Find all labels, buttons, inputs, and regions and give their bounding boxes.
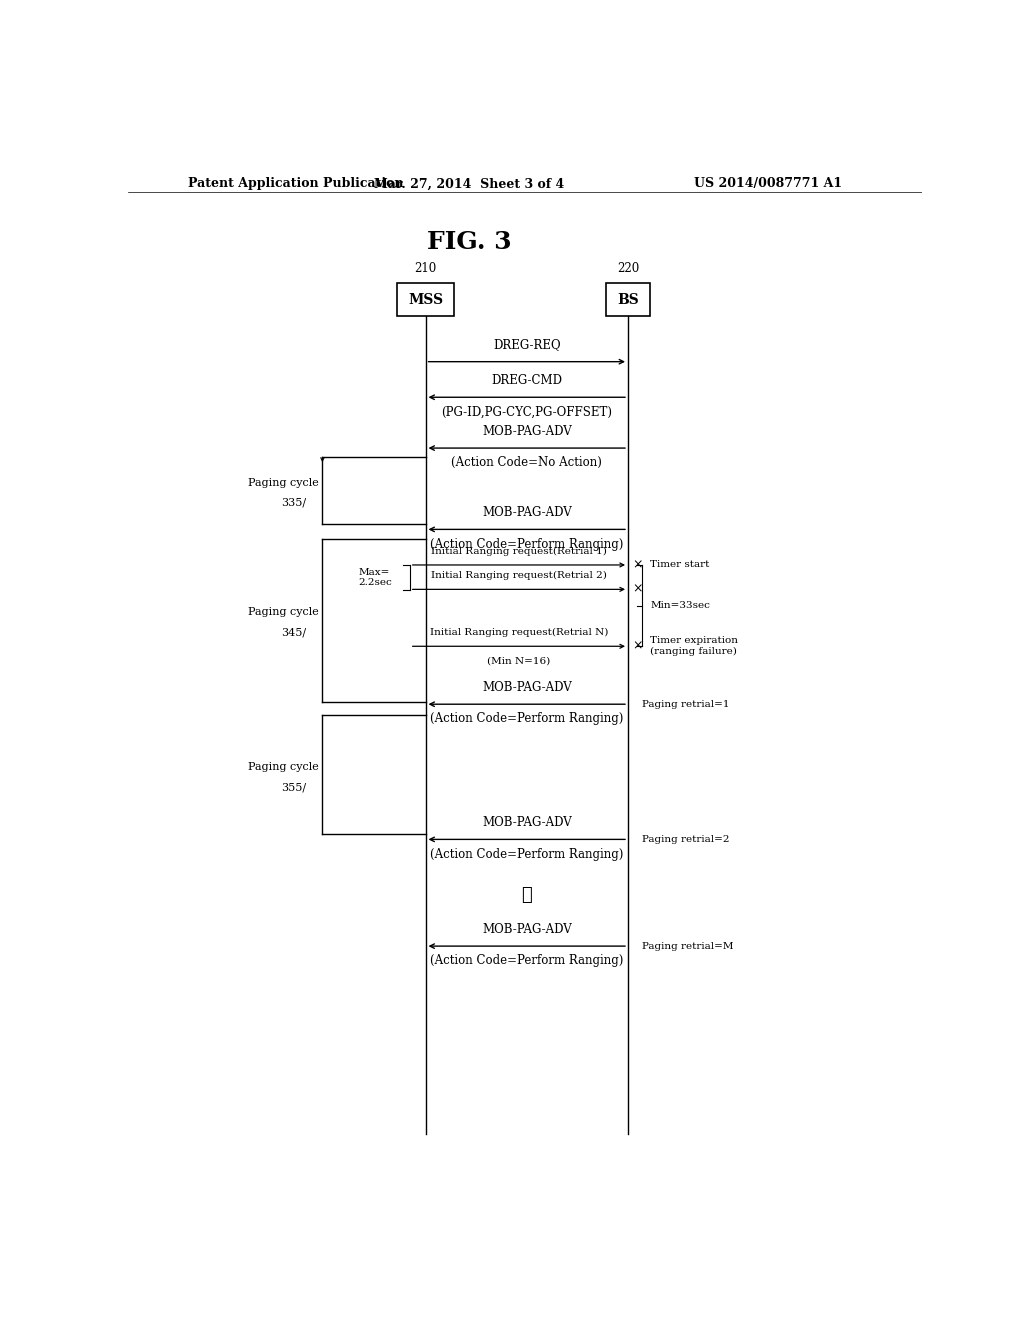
Text: Paging cycle: Paging cycle bbox=[248, 607, 318, 618]
Text: 345/: 345/ bbox=[282, 627, 306, 638]
Text: (Action Code=Perform Ranging): (Action Code=Perform Ranging) bbox=[430, 847, 624, 861]
Text: (Action Code=Perform Ranging): (Action Code=Perform Ranging) bbox=[430, 537, 624, 550]
Text: Initial Ranging request(Retrial 1): Initial Ranging request(Retrial 1) bbox=[431, 546, 607, 556]
Text: Min=33sec: Min=33sec bbox=[650, 601, 710, 610]
Text: Paging retrial=2: Paging retrial=2 bbox=[642, 834, 730, 843]
Text: 335/: 335/ bbox=[282, 498, 306, 508]
Text: MOB-PAG-ADV: MOB-PAG-ADV bbox=[482, 425, 571, 438]
Text: Timer start: Timer start bbox=[650, 561, 710, 569]
Text: DREG-REQ: DREG-REQ bbox=[493, 338, 560, 351]
Text: BS: BS bbox=[617, 293, 639, 306]
Text: ×: × bbox=[632, 558, 642, 572]
Text: Paging retrial=M: Paging retrial=M bbox=[642, 941, 734, 950]
Text: MOB-PAG-ADV: MOB-PAG-ADV bbox=[482, 507, 571, 519]
Text: ⋮: ⋮ bbox=[521, 886, 532, 904]
Text: Paging cycle: Paging cycle bbox=[248, 762, 318, 772]
Text: (Action Code=Perform Ranging): (Action Code=Perform Ranging) bbox=[430, 713, 624, 725]
Text: ×: × bbox=[632, 640, 642, 653]
Text: (PG-ID,PG-CYC,PG-OFFSET): (PG-ID,PG-CYC,PG-OFFSET) bbox=[441, 405, 612, 418]
Text: 355/: 355/ bbox=[282, 781, 306, 792]
Text: (Action Code=No Action): (Action Code=No Action) bbox=[452, 457, 602, 469]
Text: FIG. 3: FIG. 3 bbox=[427, 230, 512, 253]
Text: Timer expiration
(ranging failure): Timer expiration (ranging failure) bbox=[650, 636, 738, 656]
Text: 210: 210 bbox=[415, 263, 436, 276]
Text: Initial Ranging request(Retrial 2): Initial Ranging request(Retrial 2) bbox=[431, 572, 607, 581]
Text: Paging retrial=1: Paging retrial=1 bbox=[642, 700, 730, 709]
Text: Paging cycle: Paging cycle bbox=[248, 478, 318, 487]
Text: (Action Code=Perform Ranging): (Action Code=Perform Ranging) bbox=[430, 954, 624, 968]
Text: Initial Ranging request(Retrial N): Initial Ranging request(Retrial N) bbox=[430, 628, 608, 638]
Text: Max=
2.2sec: Max= 2.2sec bbox=[358, 568, 392, 587]
Text: MOB-PAG-ADV: MOB-PAG-ADV bbox=[482, 816, 571, 829]
Bar bbox=[606, 284, 650, 315]
Text: MOB-PAG-ADV: MOB-PAG-ADV bbox=[482, 681, 571, 694]
Text: 220: 220 bbox=[616, 263, 639, 276]
Text: US 2014/0087771 A1: US 2014/0087771 A1 bbox=[694, 177, 842, 190]
Text: MOB-PAG-ADV: MOB-PAG-ADV bbox=[482, 923, 571, 936]
Text: DREG-CMD: DREG-CMD bbox=[492, 374, 562, 387]
Text: MSS: MSS bbox=[408, 293, 443, 306]
Text: (Min N=16): (Min N=16) bbox=[487, 656, 551, 665]
Text: ×: × bbox=[632, 583, 642, 595]
Bar bbox=[397, 284, 455, 315]
Text: Mar. 27, 2014  Sheet 3 of 4: Mar. 27, 2014 Sheet 3 of 4 bbox=[374, 177, 564, 190]
Text: Patent Application Publication: Patent Application Publication bbox=[187, 177, 403, 190]
